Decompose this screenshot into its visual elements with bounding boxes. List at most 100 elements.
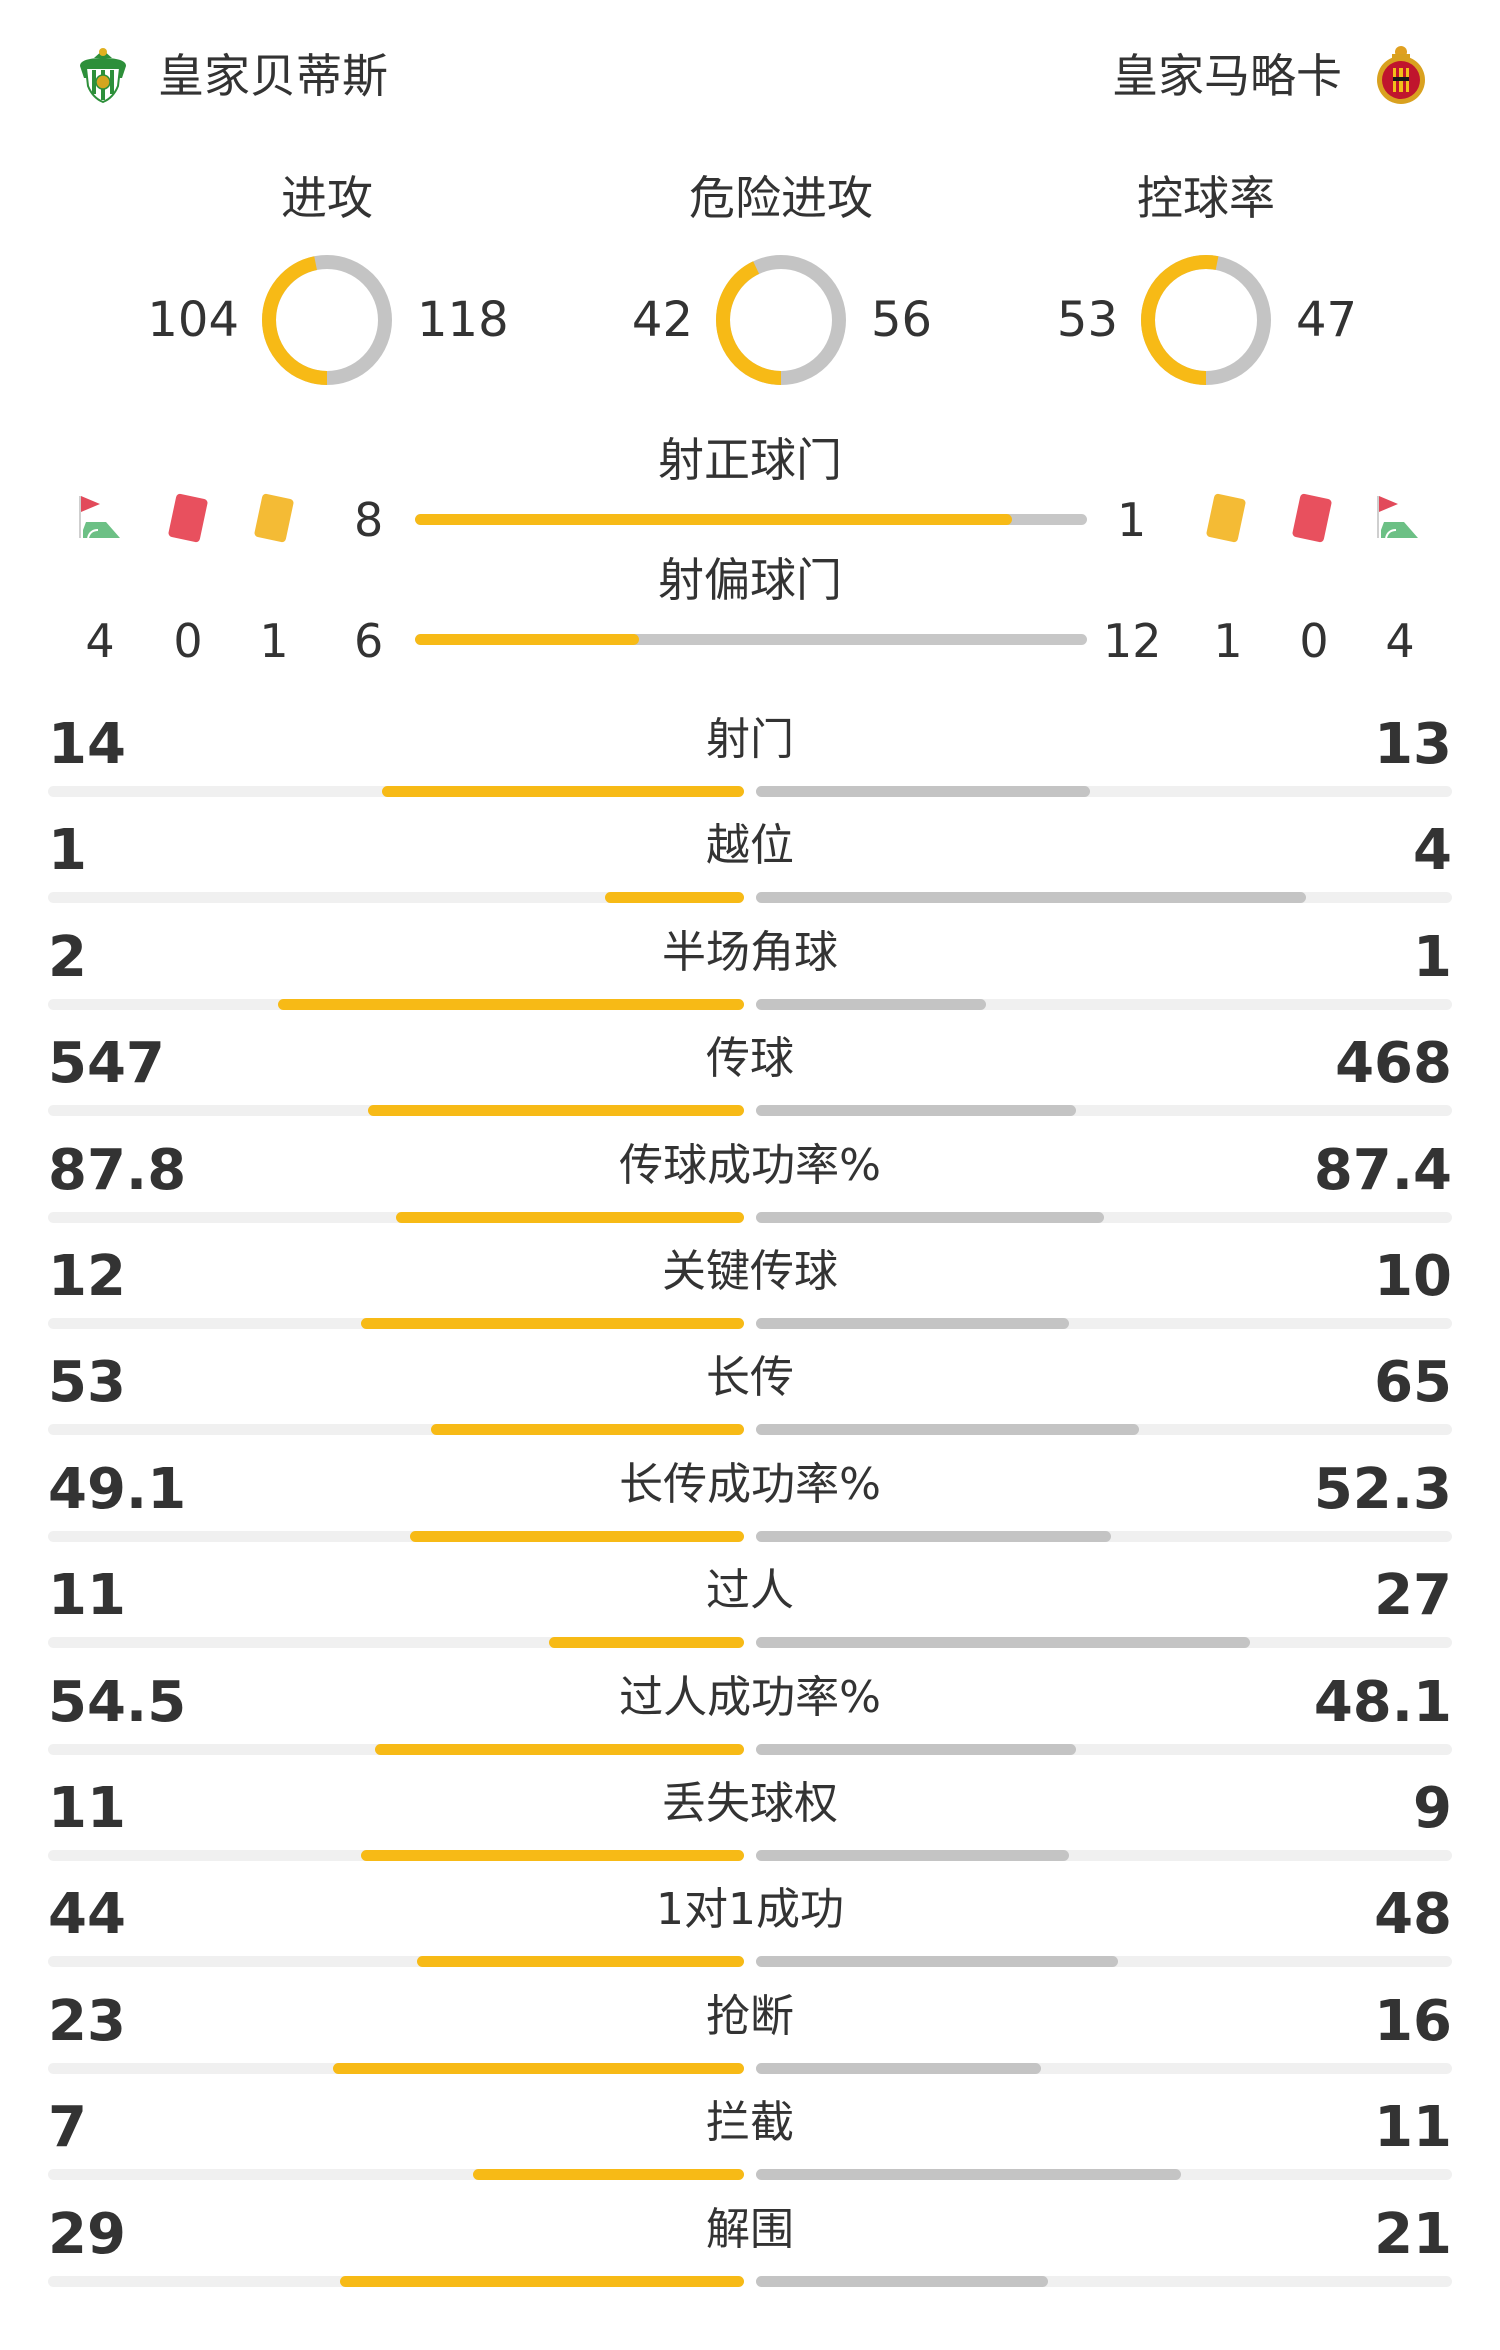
stat-row: 44 1对1成功 48 xyxy=(0,1870,1500,1976)
stat-home-value: 23 xyxy=(48,1989,126,2054)
stat-home-bar xyxy=(375,1744,744,1755)
stat-label: 传球成功率% xyxy=(619,1140,881,1191)
ring-donut xyxy=(257,250,397,390)
corner-flag-icon xyxy=(1372,492,1424,544)
stat-home-bar xyxy=(340,2276,744,2287)
stat-row: 11 丢失球权 9 xyxy=(0,1764,1500,1870)
stat-away-value: 52.3 xyxy=(1313,1457,1452,1522)
stat-home-value: 49.1 xyxy=(48,1457,187,1522)
stat-home-track xyxy=(48,1531,744,1542)
shots-off-target-away: 12 xyxy=(1103,614,1162,668)
stat-row: 547 传球 468 xyxy=(0,1019,1500,1125)
home-red-cards: 0 xyxy=(173,614,203,668)
stat-away-value: 468 xyxy=(1335,1031,1452,1096)
shots-on-target-home: 8 xyxy=(354,493,384,547)
stat-away-value: 9 xyxy=(1413,1776,1452,1841)
stat-row: 2 半场角球 1 xyxy=(0,913,1500,1019)
shots-off-target-title: 射偏球门 xyxy=(658,553,842,607)
stat-label: 长传 xyxy=(706,1352,794,1403)
stat-home-value: 54.5 xyxy=(48,1670,187,1735)
stat-home-value: 14 xyxy=(48,712,126,777)
ring-home-value: 42 xyxy=(631,292,693,348)
ring-home-value: 104 xyxy=(147,292,239,348)
stat-away-bar xyxy=(756,1318,1069,1329)
stat-home-bar xyxy=(410,1531,744,1542)
red-card-icon xyxy=(1286,490,1338,543)
stat-away-track xyxy=(756,786,1452,797)
stat-away-value: 48 xyxy=(1374,1882,1452,1947)
shots-on-target-bar xyxy=(415,514,1087,525)
stat-away-bar xyxy=(756,1212,1104,1223)
stat-home-value: 44 xyxy=(48,1882,126,1947)
stat-away-track xyxy=(756,1850,1452,1861)
stat-home-value: 547 xyxy=(48,1031,165,1096)
stat-away-value: 11 xyxy=(1374,2095,1452,2160)
stat-label: 关键传球 xyxy=(662,1246,838,1297)
stat-row: 1 越位 4 xyxy=(0,806,1500,912)
stat-away-track xyxy=(756,2063,1452,2074)
corner-flag-icon xyxy=(74,492,126,544)
stat-home-value: 11 xyxy=(48,1563,126,1628)
stat-home-track xyxy=(48,892,744,903)
ring-home-arc xyxy=(262,255,392,385)
stat-home-value: 2 xyxy=(48,925,87,990)
stat-away-value: 13 xyxy=(1374,712,1452,777)
stat-label: 拦截 xyxy=(706,2097,794,2148)
stat-row: 29 解围 21 xyxy=(0,2190,1500,2296)
ring-home-arc xyxy=(1141,255,1271,385)
stat-away-value: 16 xyxy=(1374,1989,1452,2054)
stat-label: 1对1成功 xyxy=(656,1884,844,1935)
stat-away-track xyxy=(756,1318,1452,1329)
stat-home-value: 1 xyxy=(48,818,87,883)
stat-away-track xyxy=(756,1105,1452,1116)
stat-home-bar xyxy=(382,786,744,797)
stat-label: 半场角球 xyxy=(662,927,838,978)
home-crest-icon xyxy=(72,44,134,106)
stat-away-bar xyxy=(756,2169,1181,2180)
shots-off-target-bar xyxy=(415,634,1087,645)
stat-label: 过人成功率% xyxy=(619,1672,881,1723)
stat-away-bar xyxy=(756,1637,1250,1648)
stat-home-track xyxy=(48,1956,744,1967)
stat-home-value: 53 xyxy=(48,1350,126,1415)
stat-away-bar xyxy=(756,1744,1076,1755)
away-yellow-cards: 1 xyxy=(1213,614,1243,668)
ring-title: 进攻 xyxy=(281,171,373,225)
stat-row: 7 拦截 11 xyxy=(0,2083,1500,2189)
stat-away-value: 65 xyxy=(1374,1350,1452,1415)
stat-away-value: 87.4 xyxy=(1313,1138,1452,1203)
stat-row: 49.1 长传成功率% 52.3 xyxy=(0,1445,1500,1551)
shots-on-target-home-fill xyxy=(415,514,1013,525)
yellow-card-icon xyxy=(248,490,300,543)
stat-label: 传球 xyxy=(706,1033,794,1084)
yellow-card-icon xyxy=(1200,490,1252,543)
stat-home-value: 7 xyxy=(48,2095,87,2160)
shots-off-target-home-fill xyxy=(415,634,639,645)
away-team-name[interactable]: 皇家马略卡 xyxy=(1112,49,1342,103)
ring-title: 危险进攻 xyxy=(689,171,873,225)
stat-home-value: 87.8 xyxy=(48,1138,187,1203)
stat-home-bar xyxy=(473,2169,744,2180)
stat-away-bar xyxy=(756,2276,1048,2287)
stat-home-bar xyxy=(333,2063,744,2074)
stat-home-value: 11 xyxy=(48,1776,126,1841)
stat-home-bar xyxy=(361,1850,744,1861)
stat-away-bar xyxy=(756,999,986,1010)
shots-on-target-title: 射正球门 xyxy=(658,433,842,487)
stat-away-track xyxy=(756,2276,1452,2287)
home-team-name[interactable]: 皇家贝蒂斯 xyxy=(158,49,388,103)
stat-away-bar xyxy=(756,1531,1111,1542)
stat-away-value: 4 xyxy=(1413,818,1452,883)
stat-away-value: 48.1 xyxy=(1313,1670,1452,1735)
stat-home-value: 29 xyxy=(48,2202,126,2267)
stat-row: 12 关键传球 10 xyxy=(0,1232,1500,1338)
stat-away-track xyxy=(756,1212,1452,1223)
stat-away-bar xyxy=(756,786,1090,797)
ring-donut xyxy=(711,250,851,390)
stat-away-bar xyxy=(756,1956,1118,1967)
stat-home-track xyxy=(48,2169,744,2180)
stat-away-value: 10 xyxy=(1374,1244,1452,1309)
stat-home-bar xyxy=(431,1424,744,1435)
stat-label: 丢失球权 xyxy=(662,1778,838,1829)
away-crest-icon xyxy=(1370,44,1432,106)
